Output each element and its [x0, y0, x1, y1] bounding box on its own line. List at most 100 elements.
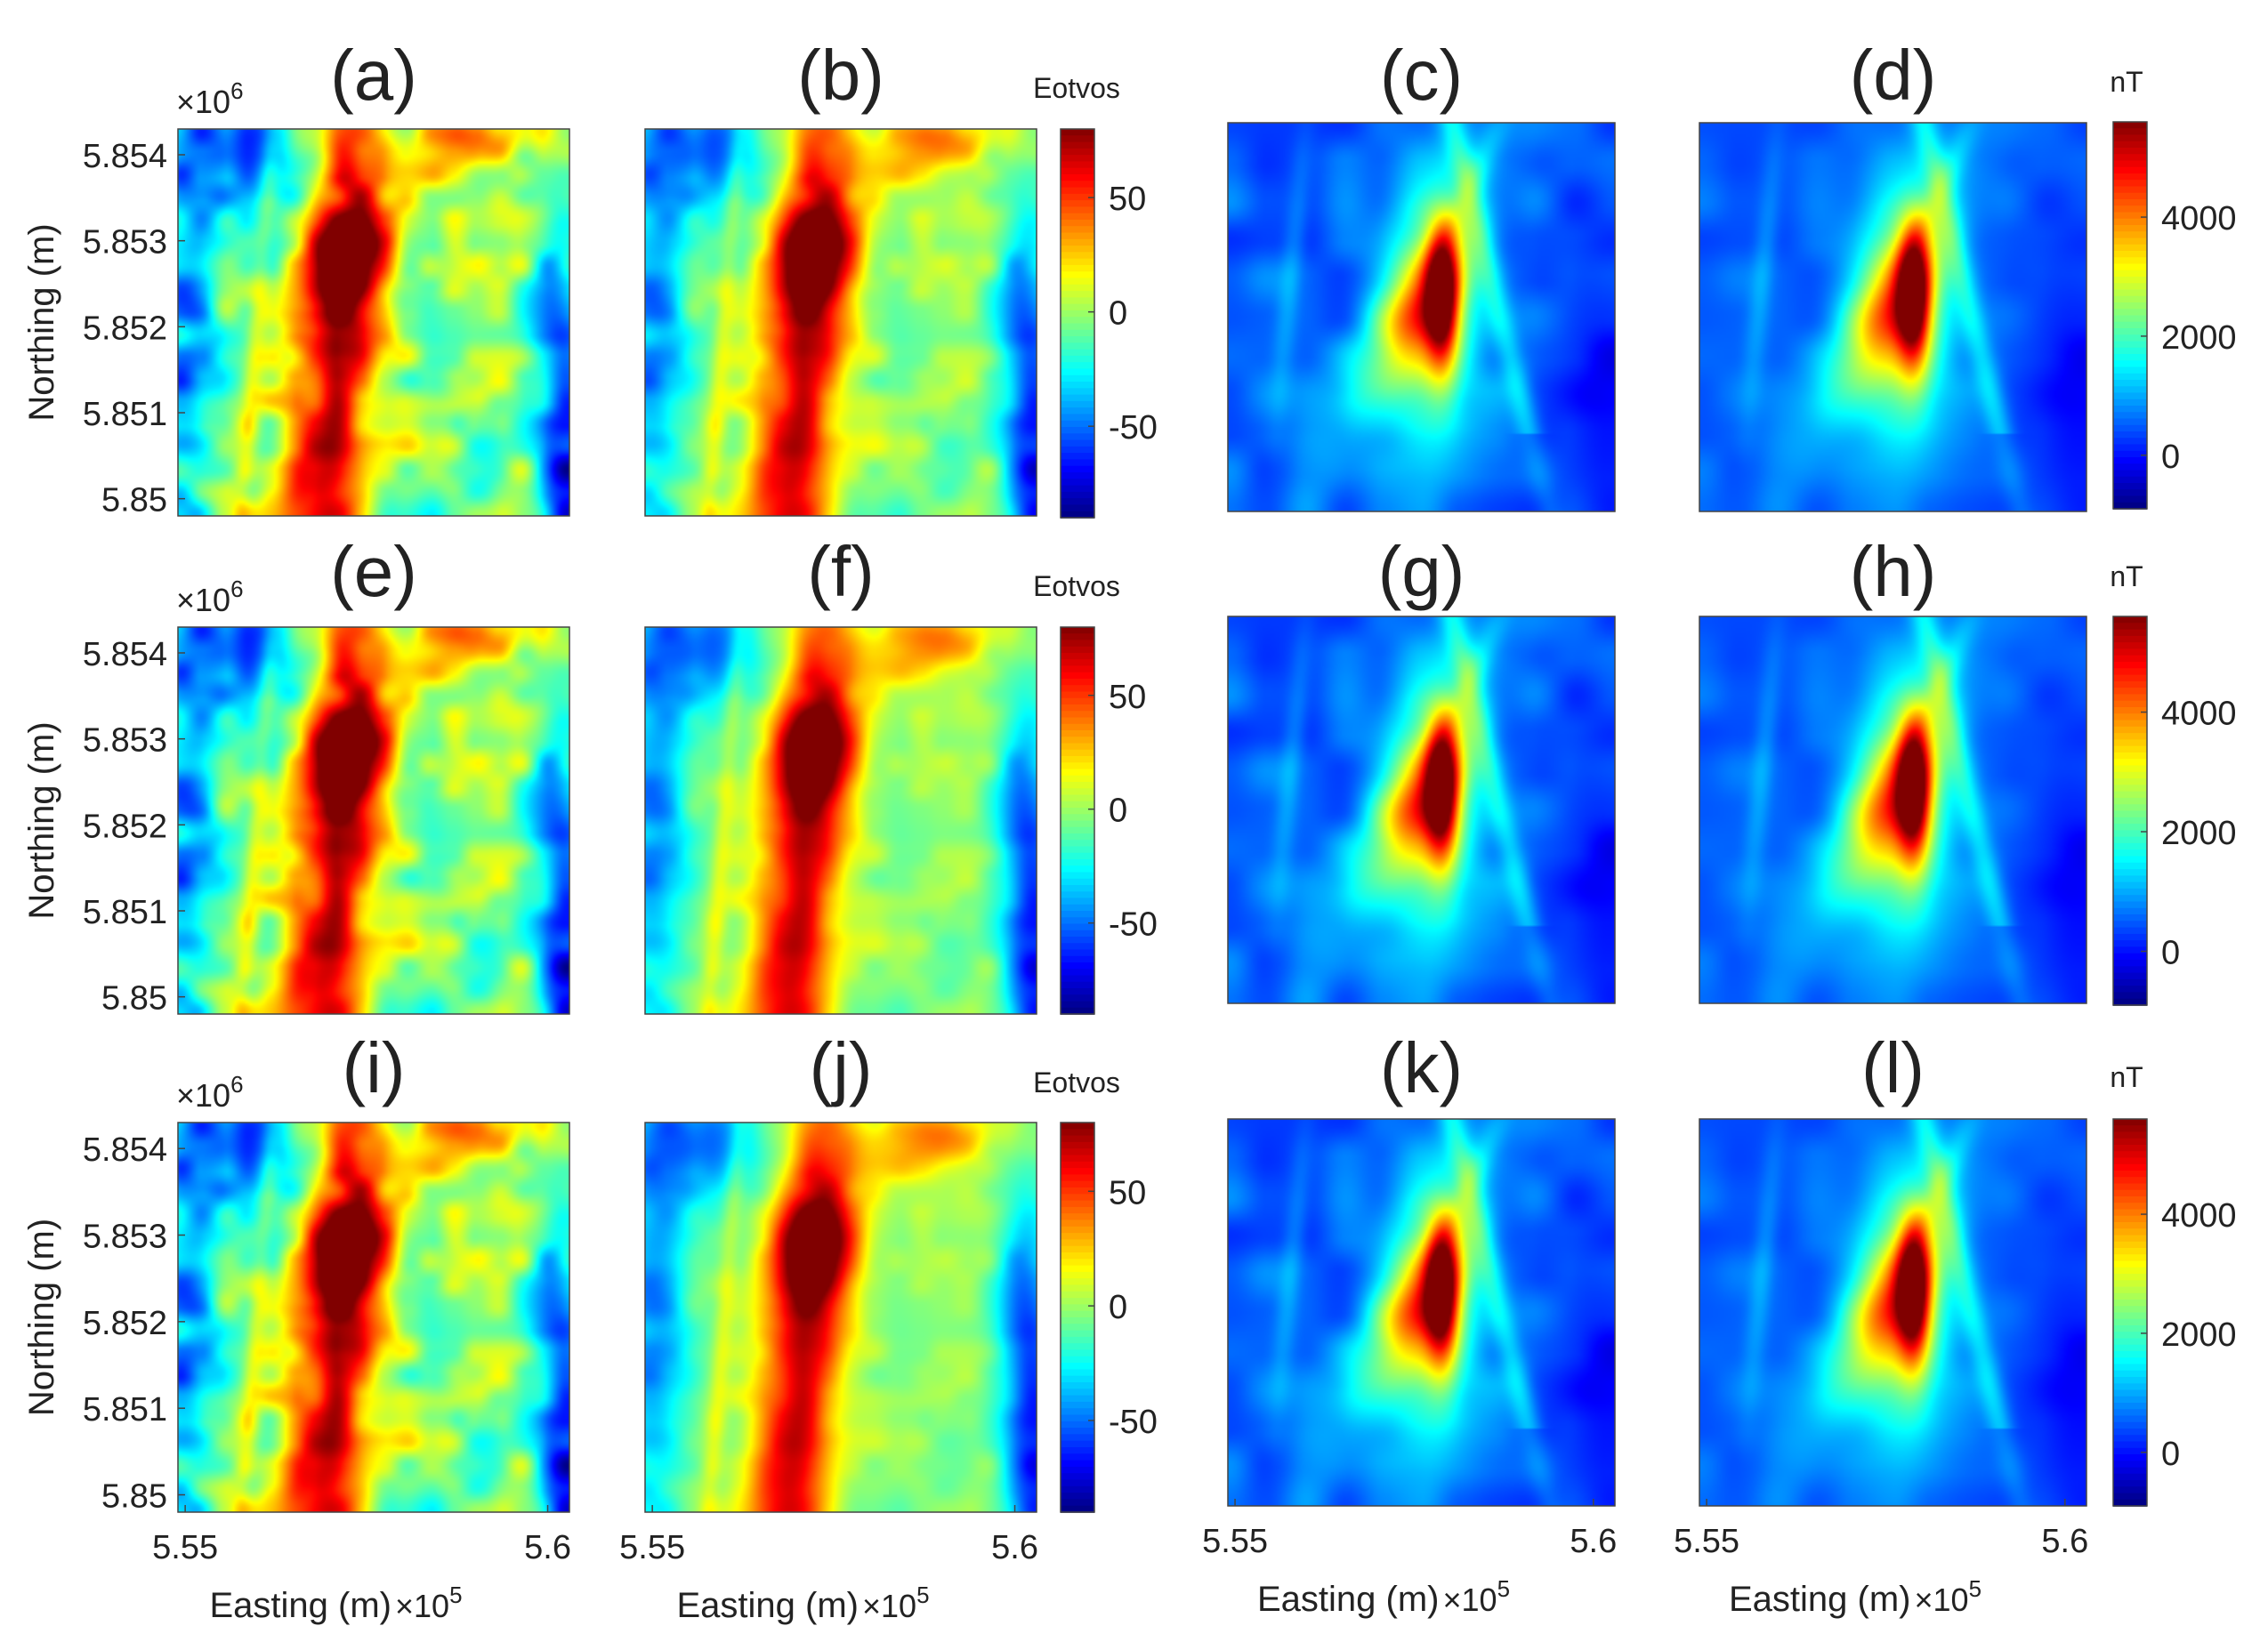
plot-frame: [177, 626, 570, 1015]
colorbar-swatch: [2113, 160, 2147, 168]
colorbar-swatch: [2113, 373, 2147, 381]
x-exponent-label: ×105: [1443, 1577, 1511, 1618]
colorbar-swatch: [1061, 1382, 1094, 1390]
colorbar-swatch: [2113, 797, 2147, 806]
colorbar-swatch: [2113, 849, 2147, 857]
colorbar-swatch: [2113, 759, 2147, 767]
colorbar-swatch: [2113, 1441, 2147, 1449]
colorbar-swatch: [1061, 917, 1094, 925]
colorbar-swatch: [2113, 225, 2147, 233]
colorbar-swatch: [1061, 878, 1094, 886]
colorbar-swatch: [2113, 706, 2147, 715]
colorbar-swatch: [2113, 1267, 2147, 1275]
colorbar-swatch: [1061, 1395, 1094, 1403]
colorbar-swatch: [1061, 1141, 1094, 1149]
colorbar-tick-label: 4000: [2161, 200, 2237, 237]
colorbar-swatch: [2113, 424, 2147, 432]
x-axis-label: Easting (m): [677, 1586, 860, 1625]
colorbar-swatch: [2113, 842, 2147, 850]
colorbar-swatch: [2113, 901, 2147, 909]
colorbar-swatch: [2113, 972, 2147, 980]
colorbar-swatch: [1061, 1356, 1094, 1364]
colorbar-swatch: [2113, 1454, 2147, 1462]
y-axis-label: Northing (m): [22, 223, 61, 421]
colorbar-swatch: [1061, 826, 1094, 834]
colorbar-swatch: [1061, 420, 1094, 428]
colorbar-swatch: [2113, 251, 2147, 259]
x-axis-label: Easting (m): [1257, 1580, 1440, 1619]
colorbar-swatch: [1061, 865, 1094, 873]
y-tick-label: 5.851: [83, 894, 167, 931]
colorbar-swatch: [1061, 736, 1094, 745]
colorbar-swatch: [1061, 1007, 1094, 1015]
colorbar-swatch: [1061, 717, 1094, 725]
colorbar-swatch: [2113, 992, 2147, 1000]
colorbar-swatch: [1061, 187, 1094, 195]
colorbar-swatch: [2113, 810, 2147, 818]
colorbar-swatch: [1061, 1226, 1094, 1234]
colorbar-swatch: [2113, 933, 2147, 941]
panel-a: [177, 128, 570, 517]
y-tick-label: 5.851: [83, 1391, 167, 1429]
colorbar-swatch: [2113, 642, 2147, 650]
colorbar-swatch: [2113, 674, 2147, 682]
y-tick-label: 5.85: [101, 1478, 167, 1516]
plot-frame: [1699, 122, 2087, 512]
colorbar-swatch: [1061, 691, 1094, 699]
colorbar-tick-label: 0: [1109, 1289, 1127, 1326]
colorbar-unit-label: Eotvos: [1033, 72, 1120, 104]
colorbar-swatch: [1061, 1401, 1094, 1409]
colorbar-swatch: [1061, 317, 1094, 325]
colorbar-swatch: [1061, 1278, 1094, 1286]
colorbar-swatch: [2113, 237, 2147, 245]
colorbar-swatch: [2113, 1209, 2147, 1217]
colorbar-swatch: [1061, 1479, 1094, 1487]
plot-frame: [1699, 1118, 2087, 1507]
y-tick-label: 5.853: [83, 722, 167, 760]
x-exponent-label: ×105: [862, 1583, 930, 1624]
colorbar-swatch: [2113, 1125, 2147, 1133]
colorbar-swatch: [1061, 1363, 1094, 1371]
colorbar-swatch: [2113, 1228, 2147, 1236]
panel-c: [1227, 122, 1616, 512]
colorbar-swatch: [1061, 310, 1094, 318]
colorbar-swatch: [2113, 1131, 2147, 1139]
colorbar-swatch: [1061, 362, 1094, 370]
colorbar-swatch: [2113, 733, 2147, 741]
colorbar-swatch: [2113, 1306, 2147, 1314]
colorbar-swatch: [2113, 668, 2147, 676]
colorbar-swatch: [2113, 1403, 2147, 1411]
colorbar-swatch: [1061, 949, 1094, 957]
colorbar-swatch: [1061, 504, 1094, 512]
colorbar-swatch: [2113, 836, 2147, 844]
colorbar-tick-label: -50: [1109, 1404, 1158, 1441]
y-tick-label: 5.854: [83, 138, 167, 175]
panel-label: (j): [809, 1028, 872, 1107]
colorbar-frame: [2112, 121, 2148, 510]
colorbar-swatch: [2113, 438, 2147, 446]
colorbar-swatch: [2113, 341, 2147, 349]
colorbar-swatch: [1061, 446, 1094, 454]
colorbar-swatch: [1061, 1291, 1094, 1299]
colorbar-swatch: [2113, 431, 2147, 439]
colorbar-swatch: [1061, 659, 1094, 667]
colorbar-swatch: [1061, 1440, 1094, 1448]
colorbar-swatch: [2113, 1312, 2147, 1320]
colorbar-swatch: [2113, 953, 2147, 961]
colorbar-swatch: [1061, 148, 1094, 156]
colorbar-swatch: [2113, 418, 2147, 426]
colorbar-swatch: [2113, 199, 2147, 207]
colorbar-swatch: [1061, 355, 1094, 363]
x-tick-label: 5.55: [152, 1529, 218, 1566]
heatmap-image: [645, 1123, 1037, 1512]
colorbar-swatch: [1061, 808, 1094, 816]
colorbar-swatch: [1061, 833, 1094, 841]
panel-label: (c): [1380, 36, 1463, 115]
colorbar-frame: [1060, 128, 1095, 519]
colorbar-tick-label: -50: [1109, 409, 1158, 447]
y-tick-label: 5.854: [83, 636, 167, 673]
colorbar-swatch: [1061, 291, 1094, 299]
colorbar-swatch: [1061, 891, 1094, 899]
colorbar-swatch: [1061, 1174, 1094, 1182]
colorbar-swatch: [2113, 869, 2147, 877]
